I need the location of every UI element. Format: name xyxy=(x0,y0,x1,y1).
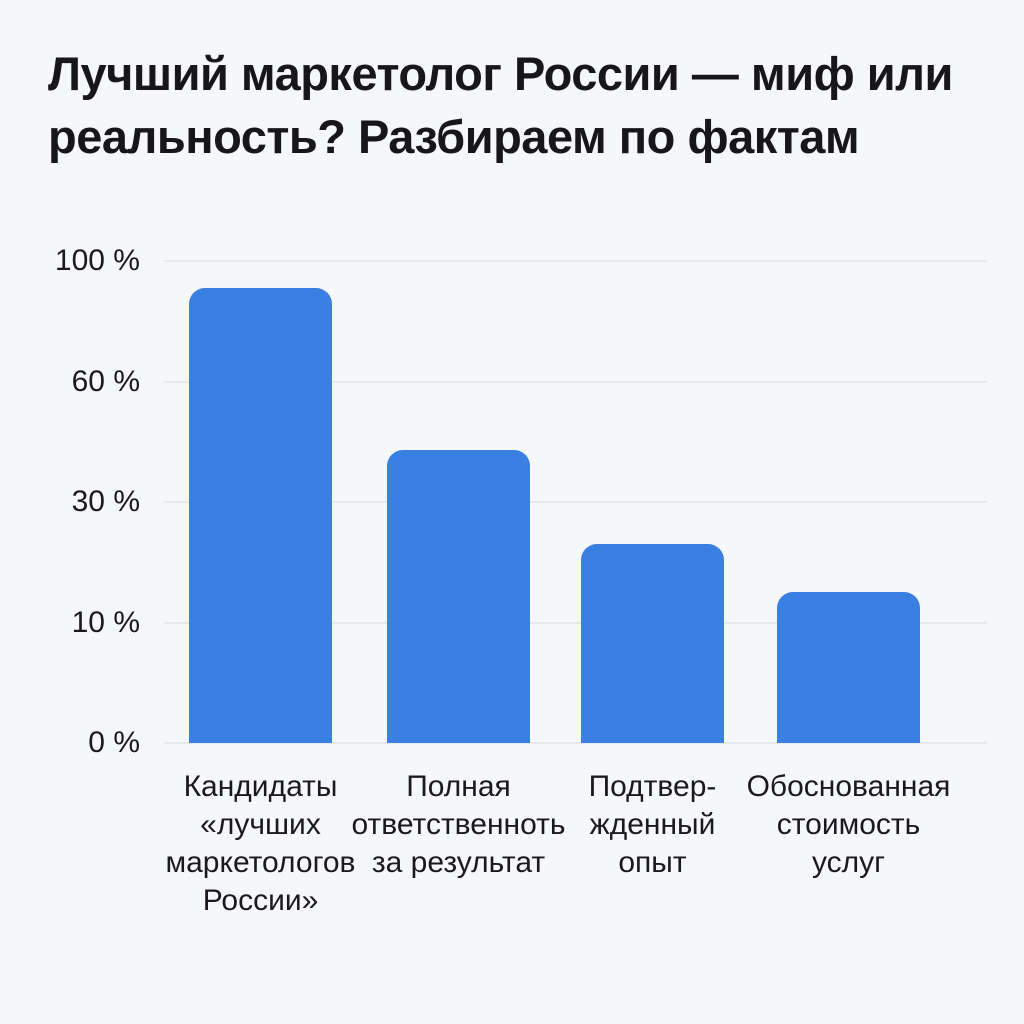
x-category-label-1: Кандидаты «лучших маркетологов России» xyxy=(165,770,356,917)
gridline-10 xyxy=(164,621,987,624)
y-tick-label-100: 100 % xyxy=(54,244,140,277)
bar-3 xyxy=(581,544,724,743)
gridline-60 xyxy=(164,380,987,383)
gridline-100 xyxy=(164,260,987,262)
y-tick-label-10: 10 % xyxy=(71,605,140,639)
bar-2 xyxy=(387,449,530,743)
x-category-label-4: Обоснованная стоимость услуг xyxy=(746,770,951,879)
bar-4 xyxy=(777,592,920,743)
gridline-30 xyxy=(164,501,987,503)
gridline-0 xyxy=(164,742,987,744)
bar-1 xyxy=(189,288,332,743)
x-category-label-2: Полная ответственноть за результат xyxy=(351,770,566,879)
x-category-label-3: Подтвер- жденный опыт xyxy=(588,770,717,879)
y-tick-label-30: 30 % xyxy=(71,485,140,518)
y-tick-label-0: 0 % xyxy=(88,726,140,759)
y-tick-label-60: 60 % xyxy=(71,364,140,398)
chart-title: Лучший маркетолог России — миф или реаль… xyxy=(48,47,953,163)
